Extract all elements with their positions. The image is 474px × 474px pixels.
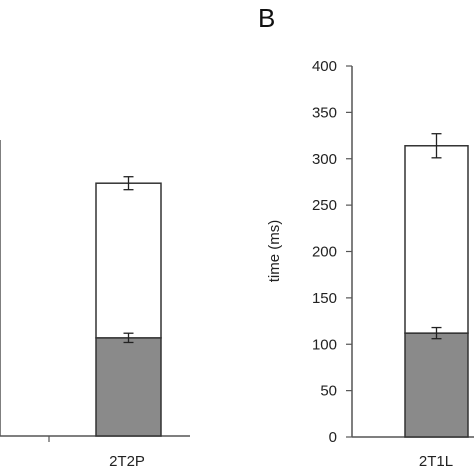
panel-b-y-tick-label: 200 [312,244,337,261]
panel-b-category-label: 2T1L [419,453,453,470]
panel-a-error-bar-upper [123,176,134,191]
panel-a-category-label: 2T2P [109,453,145,470]
panel-b-y-tick-label: 50 [320,383,337,400]
panel-b-letter: B [258,3,275,33]
panel-b-error-bar-lower [431,326,442,340]
panel-a-error-bar-lower [123,332,134,344]
panel-b-error-bar-upper [431,133,442,159]
panel-b: B 0 50 100 150 200 250 300 350 400 time (ms) 2T1… [258,3,474,470]
panel-b-y-tick-label: 250 [312,197,337,214]
panel-b-y-axis-title: time (ms) [266,220,283,283]
panel-b-bars [404,133,469,438]
panel-a: 2T2P [0,140,190,470]
panel-b-y-tick-label: 350 [312,104,337,121]
panel-b-y-tick-label: 150 [312,290,337,307]
panel-b-y-tick-label: 400 [312,58,337,75]
panel-b-bar-lower-segment [404,332,469,438]
panel-b-y-tick-label: 100 [312,336,337,353]
panel-b-bar-upper-segment [404,145,469,334]
panel-a-bar-lower-segment [95,337,162,437]
panel-b-y-ticks: 0 50 100 150 200 250 300 350 400 [312,58,352,446]
panel-b-y-tick-label: 0 [329,429,337,446]
panel-b-y-tick-label: 300 [312,151,337,168]
panel-a-bars [95,176,162,437]
panel-a-bar-upper-segment [95,182,162,339]
